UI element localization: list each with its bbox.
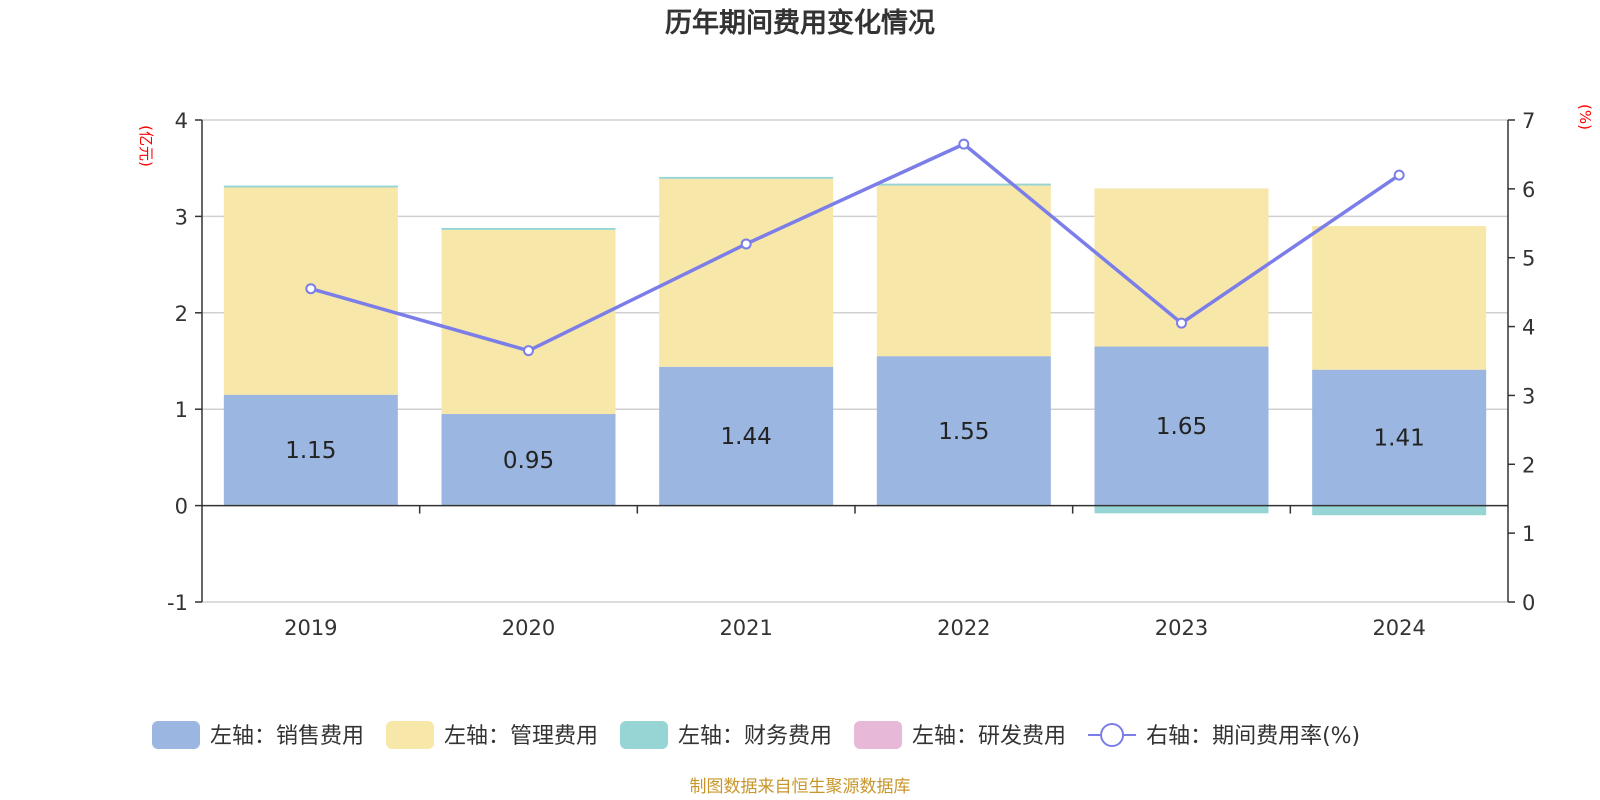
bar-segment xyxy=(876,183,1051,186)
data-label: 1.65 xyxy=(1156,414,1207,440)
bar-segment xyxy=(876,356,1051,506)
x-tick-label: 2024 xyxy=(1372,616,1425,640)
right-tick-label: 6 xyxy=(1522,178,1535,202)
bar-segment xyxy=(1094,346,1269,506)
x-tick-label: 2019 xyxy=(284,616,337,640)
rate-point xyxy=(523,345,534,357)
bar-segment xyxy=(659,176,834,179)
right-tick-label: 1 xyxy=(1522,522,1535,546)
left-tick-label: -1 xyxy=(167,591,188,615)
legend-swatch xyxy=(152,721,200,749)
rate-line-path xyxy=(310,142,1401,353)
right-tick-label: 0 xyxy=(1522,591,1535,615)
legend-swatch xyxy=(386,721,435,749)
rate-point xyxy=(305,283,317,295)
left-axis-unit: (亿元) xyxy=(137,125,155,167)
bar-segment xyxy=(1094,505,1269,514)
axes: -1 0 1 2 3 4 0 1 2 3 4 5 6 7 2019 2020 2021 2022 2023 2024 xyxy=(167,109,1535,640)
right-tick-label: 7 xyxy=(1522,109,1535,133)
right-tick-label: 2 xyxy=(1522,453,1535,477)
legend-label: 左轴：销售费用 xyxy=(210,724,364,749)
bar-segment xyxy=(659,366,834,506)
rate-point xyxy=(1176,317,1187,329)
data-label: 1.15 xyxy=(285,438,336,464)
source-note: 制图数据来自恒生聚源数据库 xyxy=(690,777,911,797)
left-tick-label: 0 xyxy=(175,495,188,519)
bar-segment xyxy=(223,394,398,506)
data-label: 1.55 xyxy=(938,419,989,445)
rate-point xyxy=(958,138,970,150)
bar-segment xyxy=(223,185,398,188)
data-label: 0.95 xyxy=(503,448,554,474)
rate-point xyxy=(1393,169,1405,181)
legend-label: 左轴：研发费用 xyxy=(912,724,1066,749)
legend-label: 左轴：财务费用 xyxy=(678,724,832,749)
left-tick-label: 4 xyxy=(175,109,188,133)
bar-segment xyxy=(1312,226,1487,370)
data-label: 1.41 xyxy=(1374,426,1425,452)
bar-segment xyxy=(441,227,616,230)
legend: 左轴：销售费用 左轴：管理费用 左轴：财务费用 左轴：研发费用 右轴：期间费用率(%) xyxy=(152,721,1360,749)
x-tick-label: 2020 xyxy=(502,616,555,640)
chart-title: 历年期间费用变化情况 xyxy=(665,7,935,39)
gridlines xyxy=(202,119,1508,603)
left-tick-label: 3 xyxy=(175,205,188,229)
right-tick-label: 5 xyxy=(1522,247,1535,271)
bar-segment xyxy=(1312,505,1487,516)
left-tick-label: 2 xyxy=(175,302,188,326)
x-tick-label: 2022 xyxy=(937,616,990,640)
bar-segment xyxy=(441,414,616,506)
legend-swatch xyxy=(620,721,669,749)
x-tick-label: 2021 xyxy=(719,616,772,640)
data-label: 1.44 xyxy=(721,424,772,450)
legend-label: 左轴：管理费用 xyxy=(444,724,598,749)
bars xyxy=(223,176,1487,516)
bar-segment xyxy=(876,185,1051,357)
legend-swatch xyxy=(854,721,903,749)
right-tick-label: 3 xyxy=(1522,384,1535,408)
bar-segment xyxy=(1312,369,1487,506)
right-tick-label: 4 xyxy=(1522,316,1535,340)
rate-line xyxy=(305,138,1405,357)
legend-label: 右轴：期间费用率(%) xyxy=(1146,724,1360,749)
legend-marker xyxy=(1100,723,1125,747)
left-tick-label: 1 xyxy=(175,398,188,422)
x-tick-label: 2023 xyxy=(1155,616,1208,640)
rate-point xyxy=(740,238,752,250)
data-labels: 1.15 0.95 1.44 1.55 1.65 1.41 xyxy=(285,414,1425,474)
right-axis-unit: (%) xyxy=(1576,104,1594,130)
